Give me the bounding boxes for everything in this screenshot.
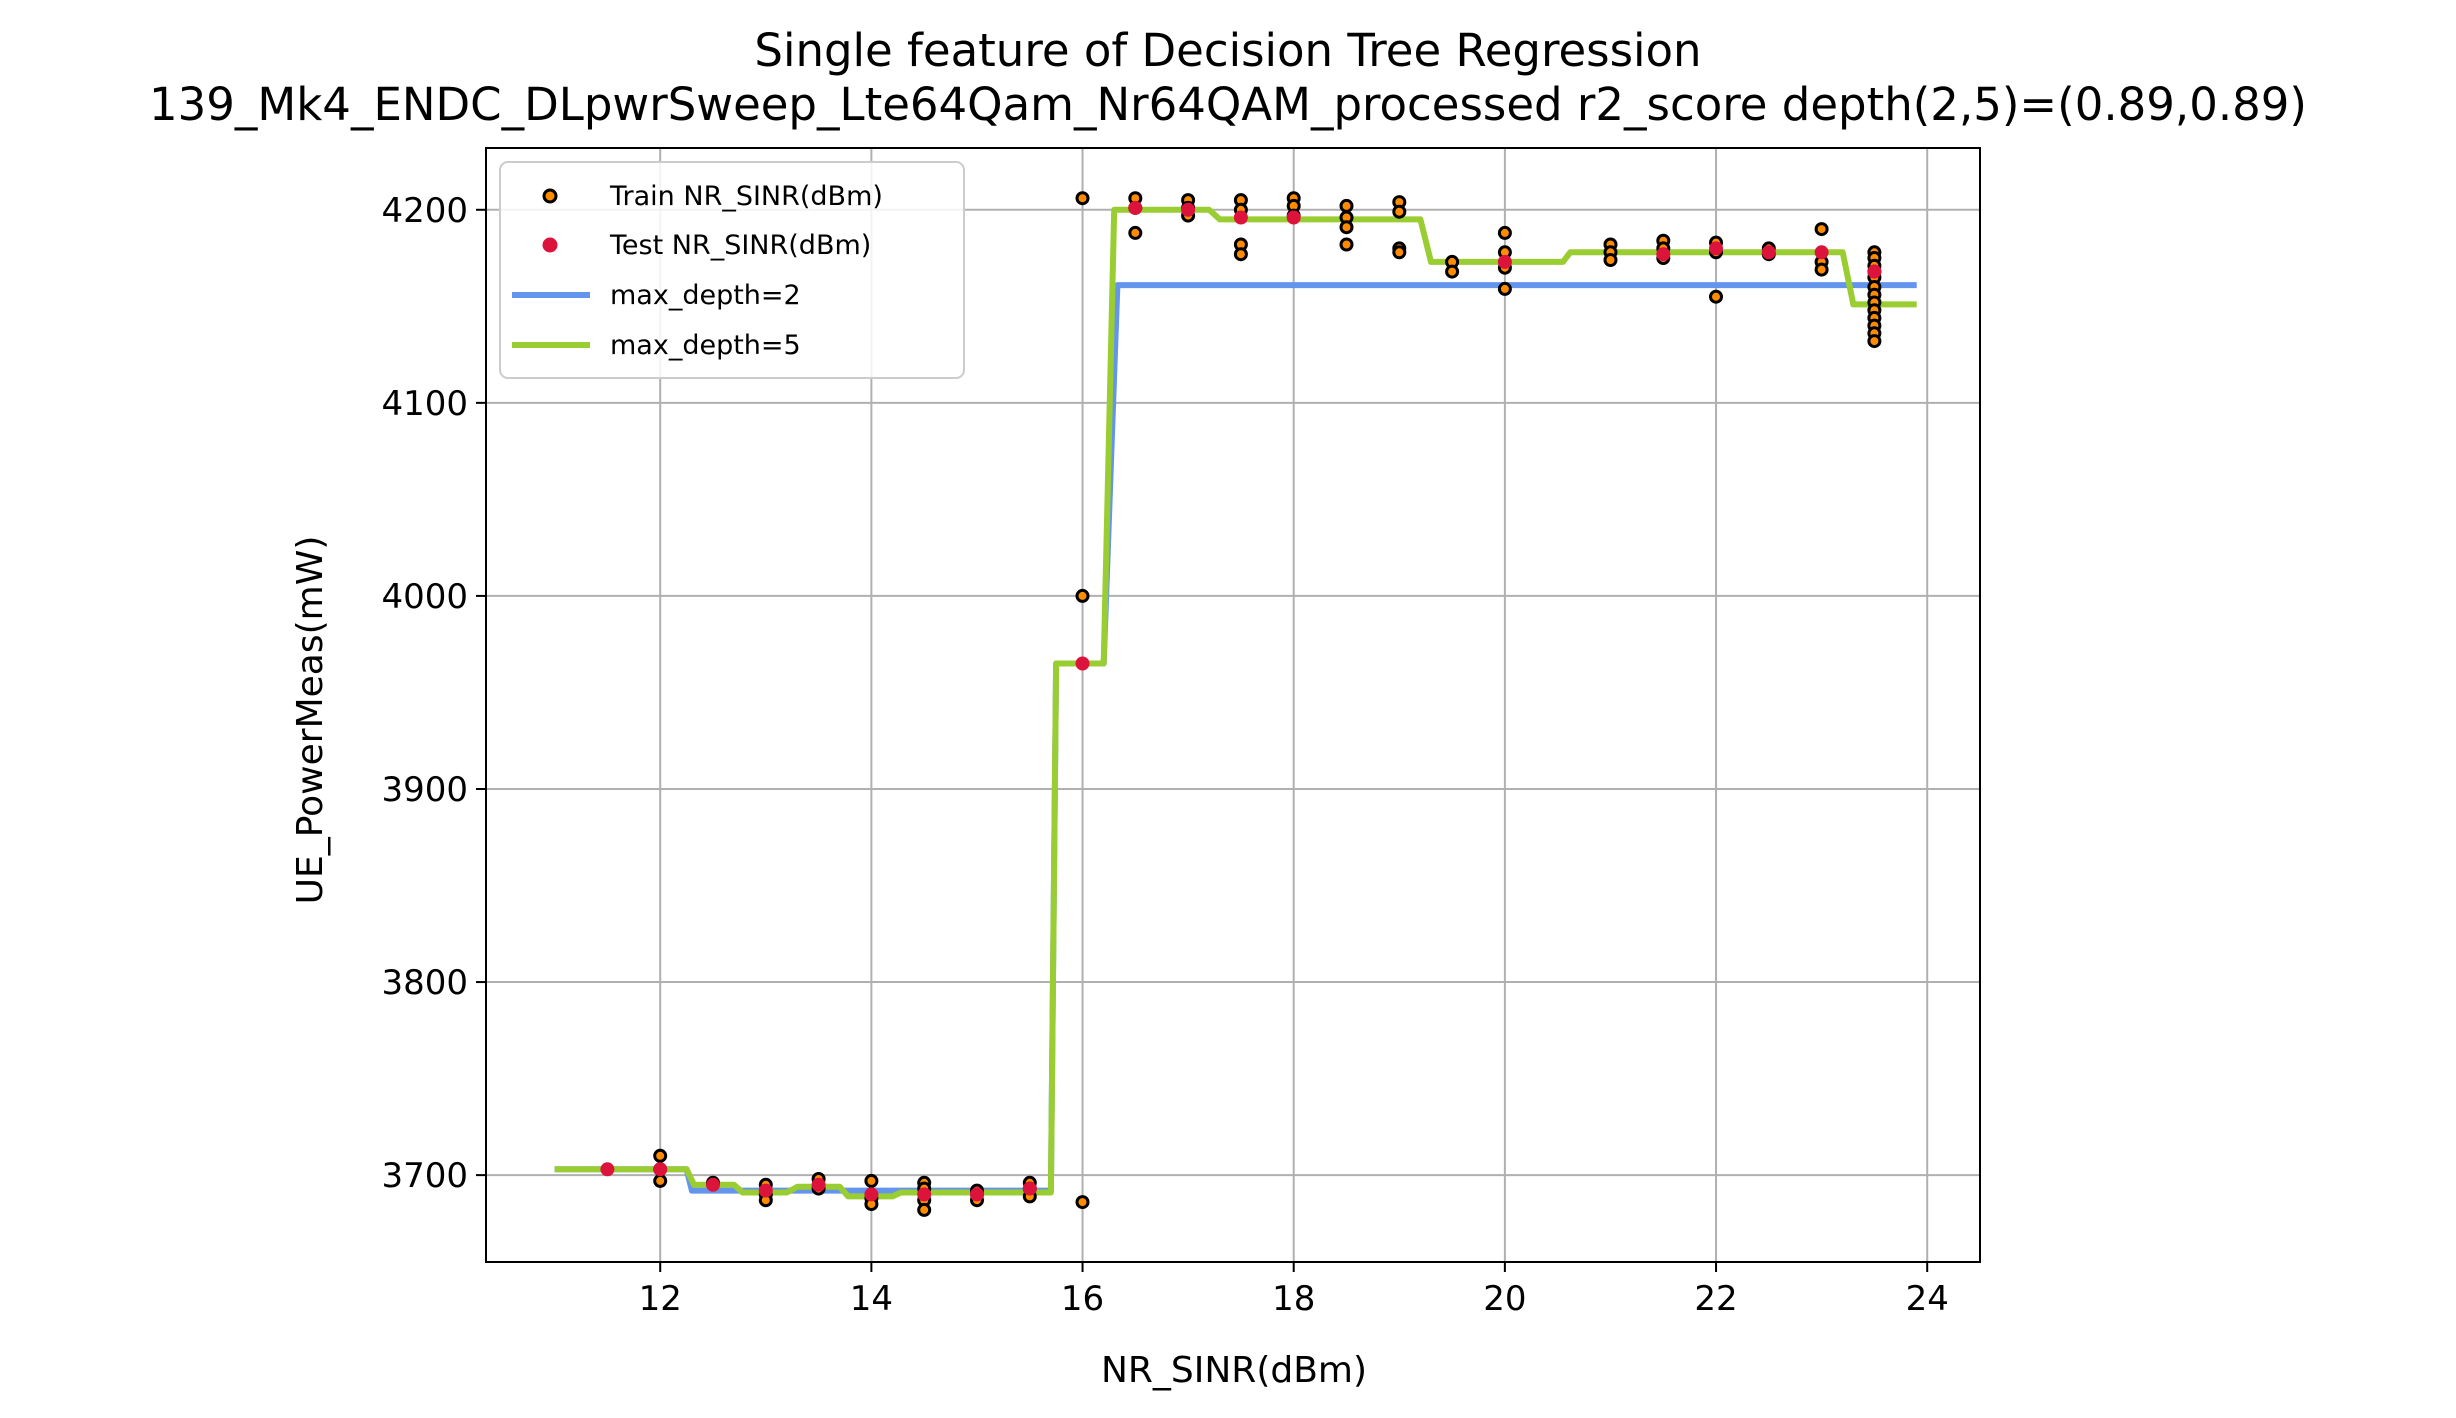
- point-train-nr-sinr-dbm: [1233, 247, 1248, 262]
- y-tick-label: 4100: [381, 384, 468, 424]
- point-test-nr-sinr-dbm: [1709, 241, 1723, 256]
- legend-marker-train: [542, 188, 558, 204]
- point-test-nr-sinr-dbm: [758, 1183, 773, 1198]
- y-tick-label: 3900: [381, 770, 468, 810]
- plot-data: [554, 191, 1917, 1217]
- point-test-nr-sinr-dbm: [811, 1177, 826, 1192]
- point-train-nr-sinr-dbm: [917, 1202, 932, 1217]
- x-tick-label: 22: [1694, 1279, 1737, 1319]
- y-tick-label: 4200: [381, 191, 468, 231]
- point-train-nr-sinr-dbm: [1339, 198, 1354, 213]
- y-tick-label: 4000: [381, 577, 468, 617]
- point-test-nr-sinr-dbm: [917, 1187, 932, 1202]
- y-axis-label: UE_PowerMeas(mW): [290, 536, 331, 905]
- grid: [486, 148, 1980, 1262]
- point-train-nr-sinr-dbm: [653, 1148, 668, 1163]
- legend-label-train: Train NR_SINR(dBm): [609, 181, 883, 212]
- x-axis-label: NR_SINR(dBm): [1101, 1350, 1367, 1391]
- point-test-nr-sinr-dbm: [970, 1187, 984, 1202]
- x-tick-label: 24: [1906, 1279, 1949, 1319]
- point-train-nr-sinr-dbm: [1867, 334, 1882, 349]
- point-train-nr-sinr-dbm: [1445, 264, 1460, 279]
- point-train-nr-sinr-dbm: [1339, 237, 1354, 252]
- point-test-nr-sinr-dbm: [706, 1177, 720, 1192]
- point-test-nr-sinr-dbm: [600, 1162, 615, 1177]
- point-train-nr-sinr-dbm: [653, 1173, 668, 1188]
- point-train-nr-sinr-dbm: [1709, 289, 1723, 304]
- x-tick-label: 12: [639, 1279, 682, 1319]
- x-tick-label: 14: [850, 1279, 893, 1319]
- axis-ticks: 12 14 16 18 20 22 24 3700 3800 3900 4000 4100 4200: [381, 191, 1948, 1319]
- point-test-nr-sinr-dbm: [1497, 254, 1512, 269]
- x-tick-label: 18: [1272, 1279, 1315, 1319]
- x-tick-label: 20: [1483, 1279, 1526, 1319]
- point-train-nr-sinr-dbm: [1814, 262, 1829, 277]
- point-train-nr-sinr-dbm: [1603, 253, 1618, 267]
- point-train-nr-sinr-dbm: [1392, 245, 1407, 260]
- legend-label-depth5: max_depth=5: [610, 330, 801, 361]
- point-test-nr-sinr-dbm: [1656, 247, 1671, 262]
- point-test-nr-sinr-dbm: [1867, 264, 1882, 279]
- point-train-nr-sinr-dbm: [1814, 222, 1829, 237]
- point-test-nr-sinr-dbm: [1286, 210, 1301, 225]
- point-test-nr-sinr-dbm: [1761, 245, 1776, 260]
- point-train-nr-sinr-dbm: [1128, 225, 1143, 240]
- y-tick-label: 3700: [381, 1156, 468, 1196]
- y-tick-label: 3800: [381, 963, 468, 1003]
- point-train-nr-sinr-dbm: [1075, 191, 1090, 206]
- series-line-max-depth-5: [554, 206, 1917, 1200]
- point-test-nr-sinr-dbm: [1233, 210, 1248, 225]
- point-train-nr-sinr-dbm: [1392, 204, 1407, 219]
- x-tick-label: 16: [1061, 1279, 1104, 1319]
- point-test-nr-sinr-dbm: [1181, 202, 1196, 217]
- point-test-nr-sinr-dbm: [1814, 245, 1829, 260]
- point-test-nr-sinr-dbm: [1022, 1181, 1037, 1196]
- legend-label-depth2: max_depth=2: [610, 280, 801, 311]
- legend: Train NR_SINR(dBm) Test NR_SINR(dBm) max…: [499, 161, 965, 379]
- point-test-nr-sinr-dbm: [1128, 200, 1143, 215]
- legend-marker-test: [542, 237, 558, 253]
- point-train-nr-sinr-dbm: [1075, 588, 1090, 603]
- point-train-nr-sinr-dbm: [1497, 225, 1512, 240]
- point-train-nr-sinr-dbm: [1339, 220, 1354, 235]
- point-train-nr-sinr-dbm: [1075, 1195, 1090, 1210]
- point-train-nr-sinr-dbm: [864, 1173, 879, 1188]
- legend-label-test: Test NR_SINR(dBm): [609, 230, 871, 261]
- legend-box: [499, 161, 965, 379]
- point-test-nr-sinr-dbm: [1075, 656, 1090, 671]
- plot-frame: [485, 147, 1981, 1263]
- point-test-nr-sinr-dbm: [653, 1162, 668, 1177]
- point-train-nr-sinr-dbm: [1497, 281, 1512, 296]
- chart-title: Single feature of Decision Tree Regressi…: [754, 24, 1701, 77]
- chart-subtitle: 139_Mk4_ENDC_DLpwrSweep_Lte64Qam_Nr64QAM…: [149, 78, 2307, 131]
- point-test-nr-sinr-dbm: [864, 1187, 879, 1202]
